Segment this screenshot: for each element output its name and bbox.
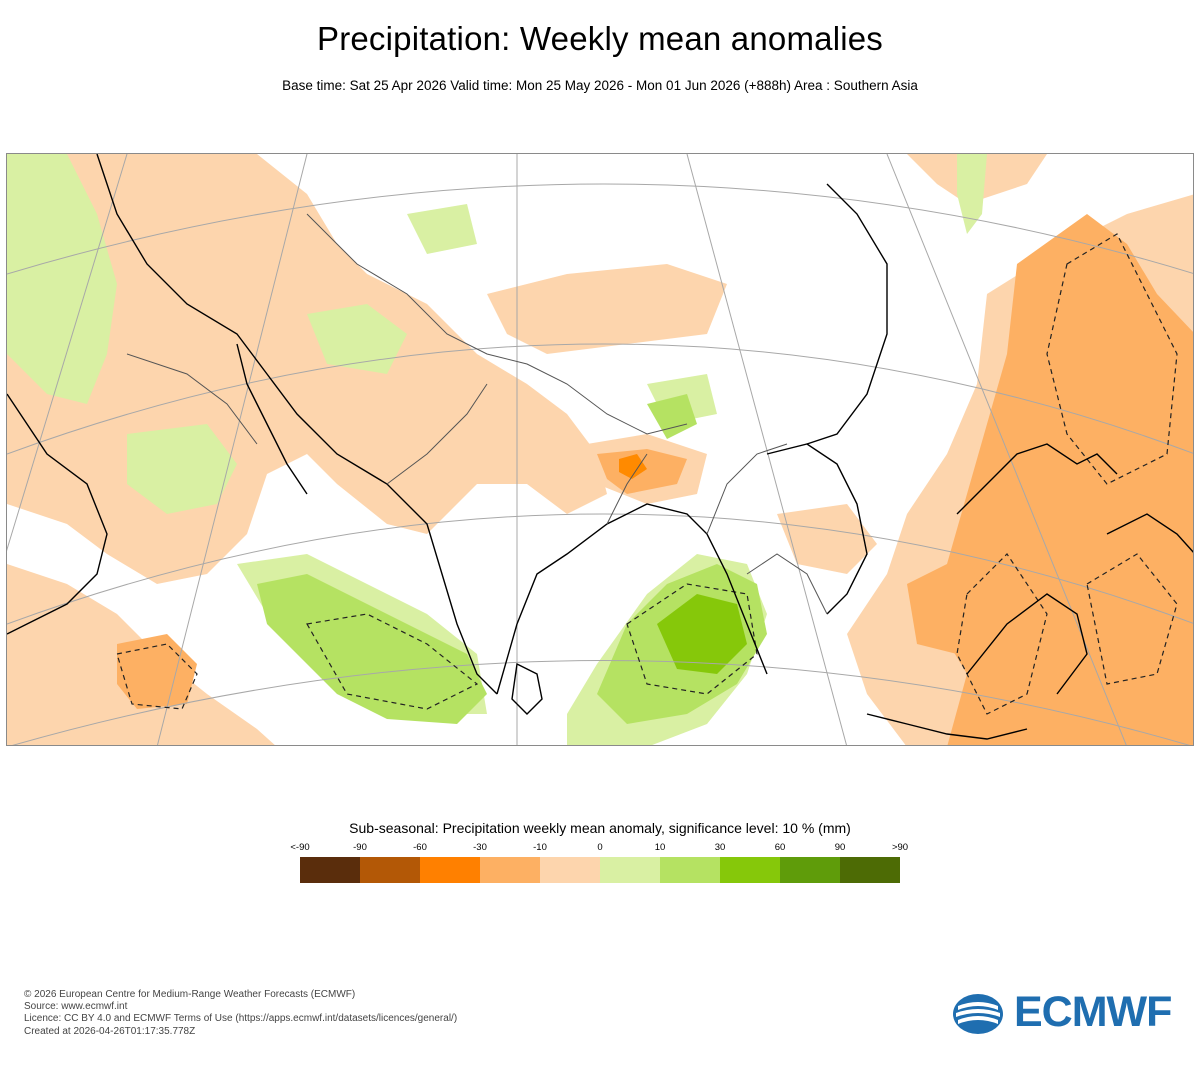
credit-copyright: © 2026 European Centre for Medium-Range … — [24, 989, 356, 1000]
credit-created: Created at 2026-04-26T01:17:35.778Z — [24, 1025, 196, 1037]
colorbar-tick-label: -10 — [533, 842, 547, 853]
ecmwf-logo-text: ECMWF — [1014, 988, 1172, 1036]
colorbar-tick-label: 60 — [774, 842, 786, 853]
credits: © 2026 European Centre for Medium-Range … — [24, 989, 457, 1038]
colorbar-swatch — [780, 857, 840, 883]
colorbar-tick-label: <-90 — [290, 842, 310, 853]
colorbar-tick-label: >90 — [891, 842, 909, 853]
colorbar — [300, 857, 900, 883]
colorbar-swatch — [300, 857, 360, 883]
significance-contours — [116, 233, 1178, 715]
colorbar-swatch — [660, 857, 720, 883]
graticule — [7, 154, 1193, 745]
colorbar-tick-label: 10 — [654, 842, 666, 853]
colorbar-tick-label: 0 — [597, 842, 603, 853]
ecmwf-logo-icon — [953, 994, 1003, 1034]
credit-licence: Licence: CC BY 4.0 and ECMWF Terms of Us… — [24, 1013, 458, 1025]
colorbar-tick-label: -90 — [353, 842, 367, 853]
colorbar-labels: <-90 -90 -60 -30 -10 0 10 30 60 90 >90 — [290, 842, 908, 854]
colorbar-tick-label: 90 — [834, 842, 846, 853]
colorbar-swatch — [420, 857, 480, 883]
colorbar-tick-label: -60 — [413, 842, 427, 853]
colorbar-swatch — [600, 857, 660, 883]
borders — [126, 213, 828, 615]
colorbar-tick-label: -30 — [473, 842, 487, 853]
map-title: Precipitation: Weekly mean anomalies — [316, 20, 884, 57]
coastlines — [7, 154, 1193, 740]
colorbar-swatch — [540, 857, 600, 883]
colorbar-swatch — [480, 857, 540, 883]
credit-source: Source: www.ecmwf.int — [24, 1001, 128, 1013]
strong-dry-areas — [619, 454, 647, 479]
map-subtitle: Base time: Sat 25 Apr 2026 Valid time: M… — [282, 78, 918, 93]
colorbar-swatch — [360, 857, 420, 883]
anomaly-map — [6, 153, 1194, 746]
colorbar-tick-label: 30 — [714, 842, 726, 853]
colorbar-swatch — [720, 857, 780, 883]
strong-wet-areas — [657, 594, 747, 674]
colorbar-swatch — [840, 857, 900, 883]
map-svg — [7, 154, 1193, 745]
colorbar-title: Sub-seasonal: Precipitation weekly mean … — [349, 820, 851, 836]
